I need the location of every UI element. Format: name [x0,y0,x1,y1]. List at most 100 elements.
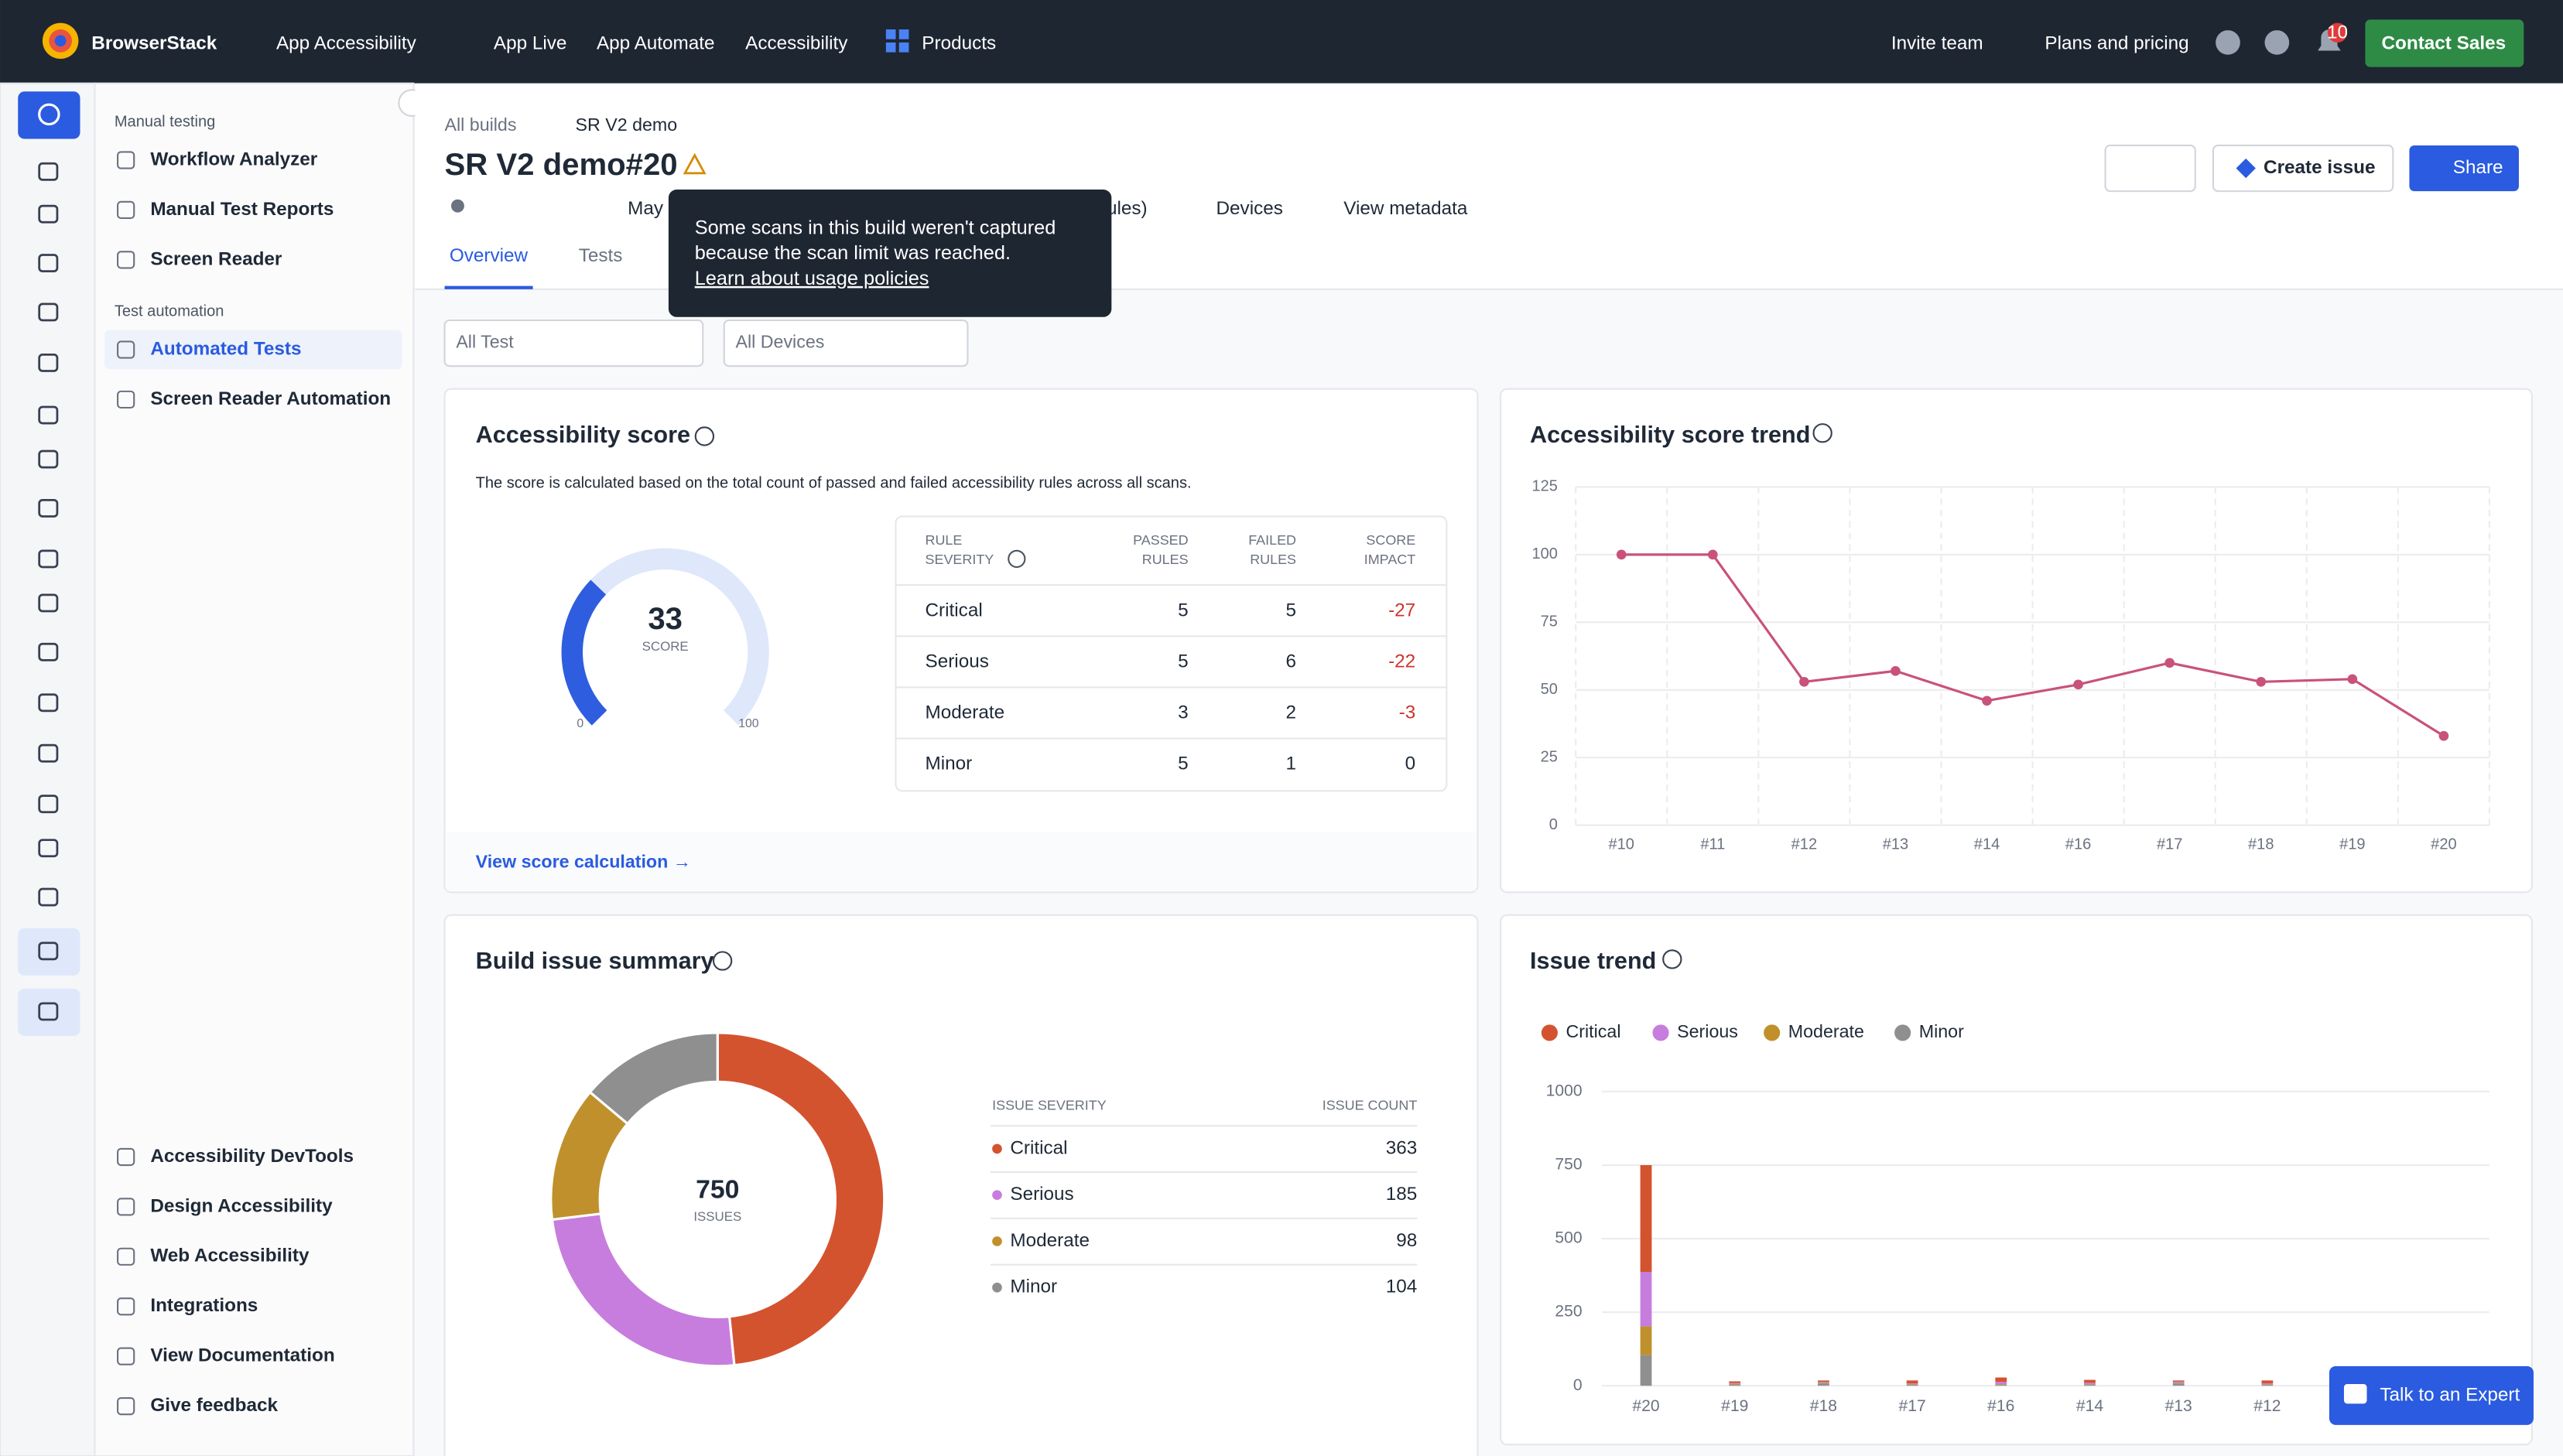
card-title: Build issue summary [476,948,714,974]
legend-label[interactable]: Minor [1919,1021,1964,1041]
build-meta[interactable]: View metadata [1343,198,1468,219]
table-cell: Critical [926,600,983,620]
nav-link[interactable]: Products [922,32,996,53]
share-button[interactable] [2409,145,2519,192]
bar-segment [1640,1272,1652,1327]
donut-segment [588,1031,719,1126]
sidebar-item[interactable]: Automated Tests [150,338,301,359]
bar-segment [1729,1383,1741,1384]
filter-label[interactable]: All Devices [736,332,825,352]
sidebar-item[interactable]: Give feedback [150,1395,278,1416]
tab[interactable]: Overview [450,245,529,266]
legend-label[interactable]: Critical [1566,1021,1621,1041]
tab[interactable]: Tests [579,245,623,266]
sidebar-item[interactable]: Workflow Analyzer [150,149,317,169]
warning-icon[interactable] [683,152,707,175]
account-icon[interactable] [2264,30,2290,55]
x-tick-label: #14 [1974,836,2000,853]
table-cell: 5 [1178,754,1189,774]
tooltip-text: Some scans in this build weren't capture… [695,217,1056,238]
bar-segment [1640,1355,1652,1386]
contact-sales-button[interactable] [2365,19,2524,67]
button-label[interactable]: Create issue [2264,157,2375,178]
top-navigation: BrowserStack App Accessibility App Live App… [0,0,2563,84]
sidebar-item[interactable]: Accessibility DevTools [150,1146,354,1167]
rail-background [0,82,96,1456]
nav-link[interactable]: App Automate [597,32,715,53]
bar-segment [1995,1385,2007,1386]
legend-label[interactable]: Serious [1677,1021,1738,1041]
x-tick-label: #17 [1898,1397,1925,1415]
score-point [2164,658,2175,668]
rail-icon [38,302,59,322]
nav-action[interactable]: Invite team [1891,32,1983,53]
download-button[interactable] [2104,144,2196,193]
talk-to-expert-button[interactable] [2329,1365,2534,1425]
score-label: SCORE [642,639,689,654]
sidebar-item[interactable]: Web Accessibility [150,1246,310,1266]
logo [54,35,67,47]
x-tick-label: #18 [1810,1397,1837,1415]
products-icon [898,29,909,39]
sidebar-item[interactable]: Screen Reader Automation [150,388,391,409]
nav-bar [0,0,2563,84]
card-footer [446,832,1477,891]
product: App Accessibility [276,32,417,53]
score-point [2073,679,2083,690]
help-icon[interactable] [2216,30,2240,55]
table-cell: Moderate [926,702,1005,723]
legend-dot [992,1282,1002,1293]
table-header: ISSUE SEVERITY [992,1098,1107,1113]
bar-segment [1995,1377,2007,1383]
legend-dot [992,1190,1002,1201]
legend-label[interactable]: Moderate [1788,1021,1864,1041]
issue-count: 363 [1386,1137,1418,1158]
x-tick-label: #19 [1721,1397,1748,1415]
x-tick-label: #13 [2165,1397,2192,1415]
contact-sales-label[interactable]: Contact Sales [2382,32,2507,53]
user-icon [450,199,464,213]
rail-item[interactable] [18,928,80,976]
table-header: ISSUE COUNT [1323,1098,1418,1113]
filter-label[interactable]: All Test [456,332,514,352]
rail-icon [38,642,59,661]
build-meta: ules) [1107,198,1148,219]
chat-button-label[interactable]: Talk to an Expert [2380,1384,2520,1405]
bar-segment [1906,1385,1918,1386]
sidebar: Manual testing Workflow Analyzer Manual Te… [94,82,426,1456]
sidebar-item[interactable]: Design Accessibility [150,1195,333,1216]
nav-link[interactable]: App Live [494,32,567,53]
table-header: RULES [1250,552,1296,567]
sidebar-icon [117,1396,135,1416]
test-filter[interactable] [443,319,704,367]
trend-card [1499,388,2533,894]
overlays: Some scans in this build weren't capture… [668,190,2534,1425]
nav-action[interactable]: Plans and pricing [2045,32,2188,53]
sidebar-item[interactable]: View Documentation [150,1345,334,1366]
button-label[interactable]: Share [2453,157,2503,178]
sidebar-heading: Test automation [115,303,224,320]
rail-active-item[interactable] [18,91,80,139]
products-icon [898,42,909,53]
legend-dot [1764,1024,1781,1041]
build-meta[interactable]: Devices [1216,198,1283,219]
sidebar-icon [117,1347,135,1365]
breadcrumb[interactable]: All builds [445,114,517,135]
x-tick-label: #14 [2076,1397,2103,1415]
create-issue-button[interactable] [2212,144,2394,193]
info-icon [1008,549,1026,569]
sidebar-item[interactable]: Screen Reader [150,248,282,269]
info-icon [712,951,733,971]
issue-count: 185 [1386,1184,1418,1205]
tooltip-link[interactable]: Learn about usage policies [695,268,929,289]
score-point [1616,549,1627,560]
device-filter[interactable] [723,319,969,367]
card-link[interactable]: View score calculation → [476,851,691,871]
sidebar-item[interactable]: Integrations [150,1295,258,1316]
charts: Accessibility score The score is calculat… [476,422,2490,1415]
sidebar-item[interactable]: Manual Test Reports [150,199,334,220]
nav-link[interactable]: Accessibility [745,32,848,53]
notification-badge [2327,22,2348,43]
rail-item[interactable] [18,988,80,1037]
